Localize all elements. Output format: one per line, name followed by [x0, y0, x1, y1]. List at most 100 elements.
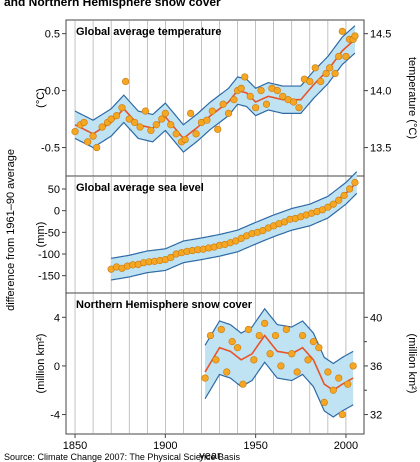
- data-point: [311, 64, 319, 72]
- y-axis-unit-left: (million km²): [35, 334, 47, 394]
- data-point: [233, 344, 242, 352]
- data-point: [107, 115, 115, 123]
- y-tick-label: -100: [38, 249, 60, 261]
- data-point: [335, 374, 343, 382]
- data-point: [136, 123, 144, 131]
- data-point: [167, 121, 175, 129]
- header-title: and Northern Hemisphere snow cover: [4, 0, 221, 9]
- data-point: [223, 368, 231, 376]
- data-point: [161, 109, 169, 117]
- data-point: [282, 325, 290, 334]
- y-tick-label: 0: [54, 361, 60, 373]
- data-point: [349, 362, 357, 370]
- y-tick-label: 0.0: [45, 86, 60, 98]
- x-tick-label: 1850: [63, 440, 87, 452]
- data-point: [208, 107, 216, 115]
- data-point: [246, 92, 254, 100]
- data-point: [80, 118, 88, 127]
- data-point: [147, 126, 155, 135]
- data-point: [181, 135, 189, 144]
- data-point: [344, 380, 352, 388]
- data-point: [293, 368, 301, 376]
- y-axis-label-right: (million km²): [406, 334, 418, 394]
- data-point: [252, 104, 260, 112]
- data-point: [342, 52, 350, 61]
- data-point: [217, 325, 225, 334]
- data-point: [271, 331, 280, 340]
- smoothed-curve: [204, 334, 354, 392]
- data-point: [125, 115, 133, 123]
- data-point: [315, 344, 323, 352]
- panel-title: Global average sea level: [76, 182, 204, 194]
- y-tick-label: 4: [54, 312, 60, 324]
- y-tick-label: 50: [48, 184, 60, 196]
- y-tick-label-right: 13.5: [370, 143, 391, 155]
- data-point: [206, 331, 215, 340]
- x-axis-label: year: [199, 450, 221, 462]
- band-upper-edge: [111, 171, 358, 259]
- data-point: [112, 112, 121, 120]
- data-point: [262, 100, 271, 108]
- data-point: [304, 356, 312, 364]
- data-point: [277, 362, 285, 370]
- data-point: [239, 380, 247, 388]
- data-point: [187, 109, 195, 117]
- y-tick-label-right: 36: [370, 361, 382, 373]
- data-point: [324, 368, 332, 376]
- y-tick-label-right: 14.5: [370, 29, 391, 41]
- data-point: [131, 118, 139, 127]
- panel-title: Northern Hemisphere snow cover: [76, 299, 253, 311]
- data-point: [317, 77, 325, 86]
- data-point: [338, 410, 346, 419]
- data-point: [273, 86, 281, 95]
- data-point: [244, 325, 253, 334]
- y-tick-label: -50: [44, 227, 60, 239]
- data-point: [84, 138, 92, 146]
- y-tick-label-right: 32: [370, 410, 382, 422]
- data-point: [309, 338, 318, 346]
- data-point: [89, 132, 97, 140]
- data-point: [340, 191, 348, 200]
- y-tick-label-right: 40: [370, 312, 382, 324]
- y-tick-label: -0.5: [41, 143, 60, 155]
- data-point: [237, 84, 245, 92]
- y-axis-label-right: temperature (°C): [406, 57, 418, 139]
- panel-2: [62, 171, 365, 294]
- data-point: [71, 127, 79, 136]
- data-point: [306, 77, 314, 86]
- data-point: [324, 203, 332, 211]
- data-point: [152, 121, 160, 129]
- data-point: [250, 356, 258, 364]
- data-point: [192, 130, 200, 138]
- band-upper-edge: [74, 25, 356, 126]
- data-point: [167, 253, 175, 262]
- x-tick-label: 2000: [334, 440, 358, 452]
- data-point: [288, 350, 296, 358]
- panel-title: Global average temperature: [76, 26, 222, 38]
- data-point: [279, 92, 287, 100]
- data-point: [214, 125, 222, 133]
- data-point: [141, 107, 150, 115]
- band-lower-edge: [74, 52, 356, 153]
- data-point: [329, 200, 337, 208]
- data-point: [219, 100, 227, 108]
- data-point: [326, 64, 334, 72]
- data-point: [158, 115, 166, 123]
- panel-3: [62, 292, 368, 435]
- data-point: [98, 123, 106, 131]
- data-point: [230, 96, 238, 104]
- data-point: [351, 178, 359, 187]
- data-point: [172, 130, 180, 138]
- data-point: [331, 69, 339, 78]
- data-point: [121, 77, 130, 86]
- y-axis-unit-left: (mm): [35, 222, 47, 248]
- data-point: [266, 350, 274, 358]
- band-lower-edge: [111, 192, 358, 281]
- data-point: [322, 69, 330, 78]
- data-point: [335, 52, 343, 61]
- y-axis-unit-left: (°C): [35, 88, 47, 108]
- x-tick-label: 1950: [243, 440, 267, 452]
- data-point: [329, 386, 337, 394]
- data-point: [228, 338, 236, 346]
